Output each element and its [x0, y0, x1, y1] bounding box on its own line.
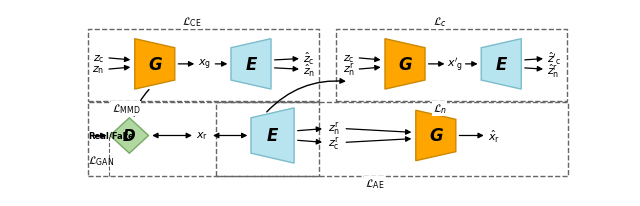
- Text: $z_{\mathrm{n}}^{\mathrm{r}}$: $z_{\mathrm{n}}^{\mathrm{r}}$: [342, 62, 355, 78]
- Polygon shape: [135, 40, 175, 90]
- Polygon shape: [231, 40, 271, 90]
- Text: $\mathcal{L}_{\mathrm{AE}}$: $\mathcal{L}_{\mathrm{AE}}$: [365, 177, 385, 190]
- Text: $z_{\mathrm{c}}$: $z_{\mathrm{c}}$: [343, 53, 355, 64]
- Polygon shape: [251, 108, 294, 163]
- Text: $\mathcal{L}_{\mathrm{GAN}}$: $\mathcal{L}_{\mathrm{GAN}}$: [88, 153, 114, 167]
- Text: G: G: [429, 127, 443, 145]
- Polygon shape: [385, 40, 425, 90]
- Text: $z_{\mathrm{n}}^{\mathrm{r}}$: $z_{\mathrm{n}}^{\mathrm{r}}$: [328, 120, 340, 136]
- Text: $x_{\mathrm{r}}$: $x_{\mathrm{r}}$: [196, 130, 209, 142]
- Text: $\mathcal{L}_{\mathrm{MMD}}$: $\mathcal{L}_{\mathrm{MMD}}$: [112, 102, 141, 116]
- Text: $\mathcal{L}_{c}$: $\mathcal{L}_{c}$: [433, 16, 447, 29]
- Text: $\mathcal{L}_{\mathrm{CE}}$: $\mathcal{L}_{\mathrm{CE}}$: [182, 16, 202, 29]
- Polygon shape: [416, 111, 456, 161]
- Text: $x'_{\mathrm{g}}$: $x'_{\mathrm{g}}$: [447, 56, 463, 73]
- Text: $z_{\mathrm{n}}$: $z_{\mathrm{n}}$: [92, 64, 105, 76]
- Text: G: G: [148, 56, 161, 74]
- Text: $\hat{x}_{\mathrm{r}}$: $\hat{x}_{\mathrm{r}}$: [488, 128, 500, 144]
- Text: Real/Fake: Real/Fake: [88, 131, 134, 140]
- Text: $z_{\mathrm{c}}$: $z_{\mathrm{c}}$: [93, 53, 104, 64]
- Text: $z_{\mathrm{c}}^{\mathrm{r}}$: $z_{\mathrm{c}}^{\mathrm{r}}$: [328, 135, 340, 152]
- Text: E: E: [495, 56, 507, 74]
- Text: $\mathcal{L}_{n}$: $\mathcal{L}_{n}$: [433, 102, 447, 116]
- Text: $\hat{z}'_{\mathrm{c}}$: $\hat{z}'_{\mathrm{c}}$: [547, 50, 562, 67]
- Text: $\hat{z}_{\mathrm{n}}$: $\hat{z}_{\mathrm{n}}$: [303, 63, 316, 79]
- Text: $\hat{z}_{\mathrm{c}}$: $\hat{z}_{\mathrm{c}}$: [303, 50, 315, 67]
- Text: D: D: [123, 128, 136, 143]
- Text: $x_{\mathrm{g}}$: $x_{\mathrm{g}}$: [198, 57, 211, 72]
- Text: $\hat{z}^{\mathrm{r}}_{\mathrm{n}}$: $\hat{z}^{\mathrm{r}}_{\mathrm{n}}$: [547, 62, 560, 79]
- Text: G: G: [398, 56, 412, 74]
- Text: E: E: [267, 127, 278, 145]
- Text: E: E: [245, 56, 257, 74]
- Polygon shape: [110, 118, 148, 153]
- Polygon shape: [481, 40, 521, 90]
